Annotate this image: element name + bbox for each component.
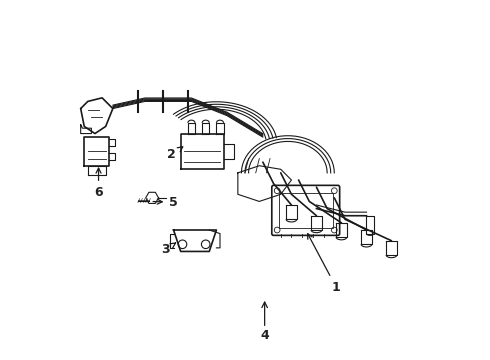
Text: 5: 5	[153, 195, 178, 209]
Text: 4: 4	[260, 329, 269, 342]
Text: 1: 1	[308, 234, 341, 294]
Text: 3: 3	[161, 243, 175, 256]
Text: 2: 2	[168, 147, 183, 162]
Text: 6: 6	[94, 168, 103, 199]
